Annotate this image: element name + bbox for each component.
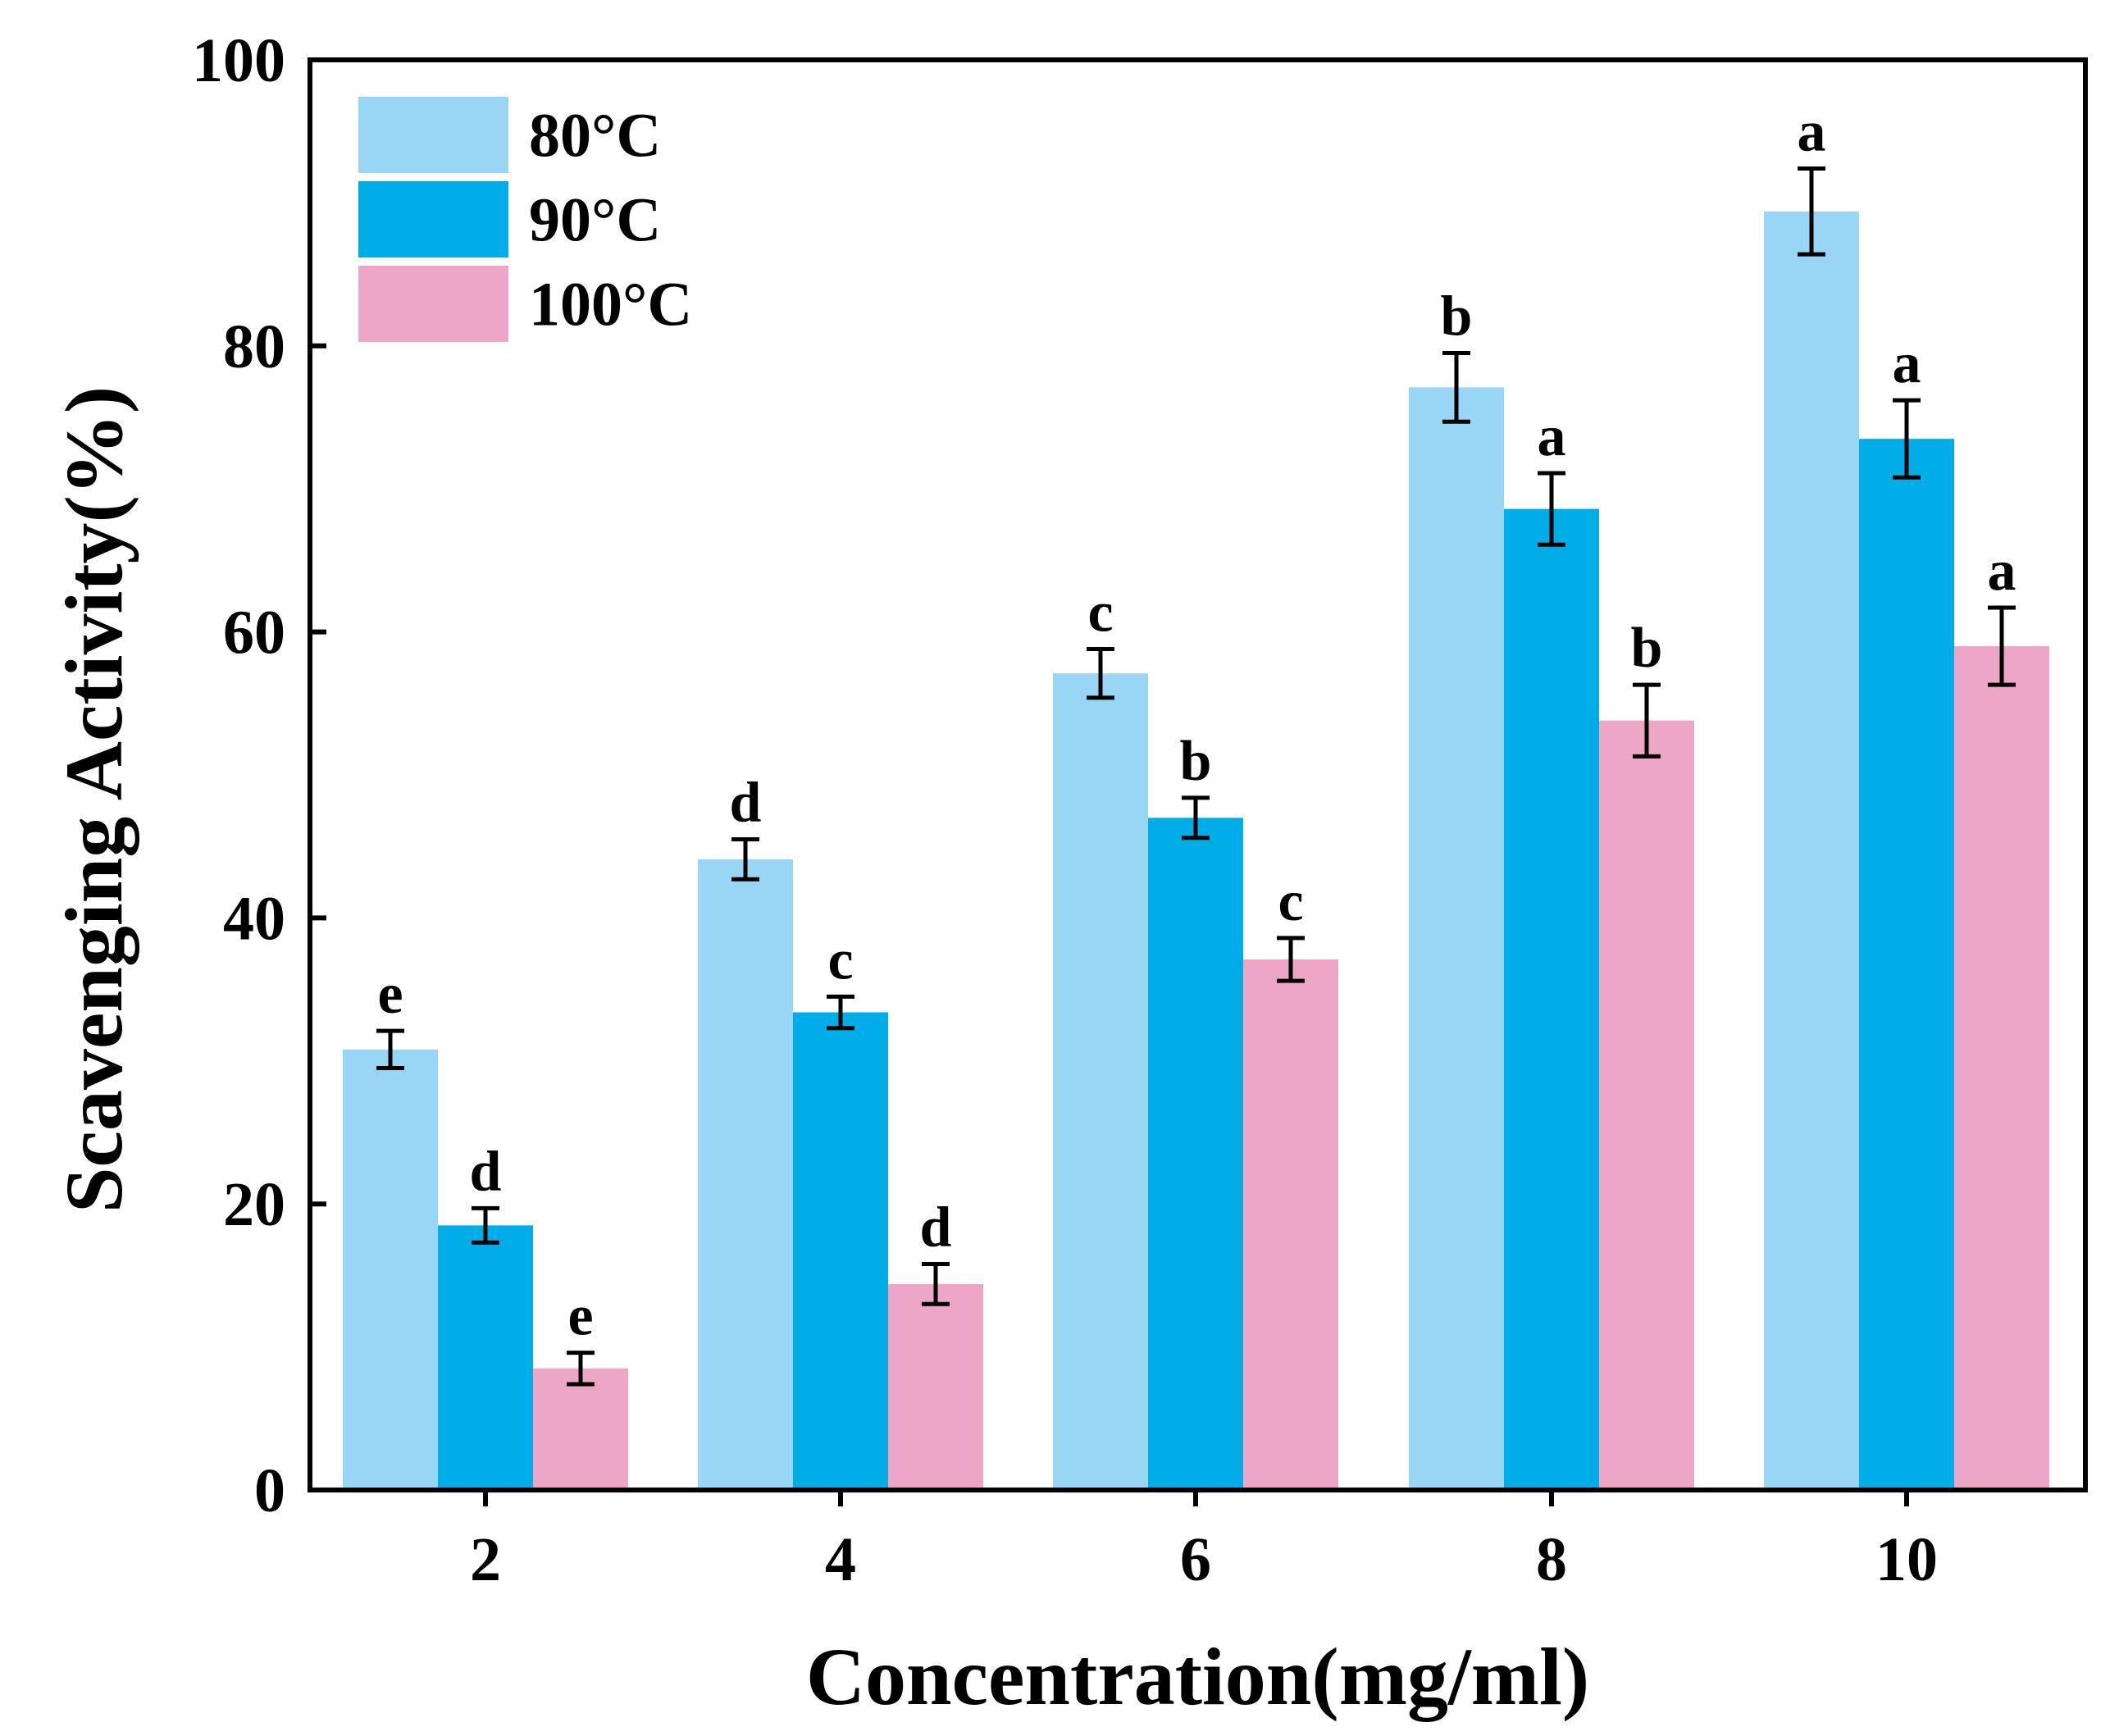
significance-letter: d	[470, 1140, 502, 1203]
x-tick-label: 6	[1180, 1525, 1211, 1594]
bar	[533, 1368, 628, 1490]
bar	[698, 859, 793, 1490]
bars-layer	[343, 211, 2049, 1491]
y-tick-label: 80	[223, 312, 285, 381]
bar	[1504, 508, 1599, 1491]
y-tick-label: 0	[254, 1456, 285, 1525]
bar	[1954, 646, 2049, 1490]
bar	[793, 1012, 888, 1490]
significance-letter: d	[730, 771, 762, 834]
significance-letter: b	[1180, 730, 1212, 793]
legend-swatch	[358, 181, 508, 257]
x-tick-label: 8	[1536, 1525, 1567, 1594]
y-tick-label: 20	[223, 1170, 285, 1239]
significance-letter: b	[1441, 285, 1473, 349]
significance-letter: a	[1988, 540, 2016, 603]
significance-letter: e	[567, 1285, 593, 1348]
bar	[1243, 959, 1338, 1490]
bar	[1148, 818, 1243, 1490]
bar	[438, 1225, 533, 1490]
significance-letter: d	[920, 1196, 952, 1259]
significance-letter: b	[1631, 617, 1663, 680]
legend-swatch	[358, 266, 508, 342]
bar	[343, 1049, 438, 1490]
y-axis-title: Scavenging Activity(%)	[48, 386, 139, 1213]
legend-swatch	[358, 97, 508, 173]
y-tick-label: 40	[223, 884, 285, 953]
bar	[888, 1283, 983, 1490]
bar	[1764, 211, 1859, 1490]
significance-letter: a	[1538, 405, 1566, 468]
significance-letter: e	[377, 963, 403, 1026]
significance-letter: c	[1087, 581, 1113, 645]
axis-ticks-layer: 0 20 40 60 80 100 2 4 6 8 10	[192, 26, 1938, 1594]
significance-letter: c	[1278, 870, 1303, 933]
legend-label: 80°C	[529, 102, 661, 171]
legend: 80°C 90°C 100°C	[358, 97, 692, 342]
significance-letters-layer: e d c b a d c b a a e d c b a	[377, 101, 2016, 1348]
significance-letter: a	[1893, 332, 1921, 395]
legend-label: 100°C	[529, 271, 692, 339]
x-axis-title: Concentration(mg/ml)	[806, 1631, 1589, 1722]
bar	[1409, 387, 1504, 1491]
significance-letter: c	[827, 928, 853, 991]
x-tick-label: 2	[470, 1525, 501, 1594]
bar	[1859, 439, 1954, 1491]
legend-label: 90°C	[529, 186, 661, 255]
x-tick-label: 4	[825, 1525, 856, 1594]
y-tick-label: 100	[192, 26, 285, 95]
bar	[1053, 673, 1148, 1490]
y-tick-label: 60	[223, 599, 285, 668]
bar	[1599, 720, 1694, 1490]
x-tick-label: 10	[1875, 1525, 1938, 1594]
significance-letter: a	[1798, 101, 1826, 164]
error-bars-layer	[376, 166, 2016, 1387]
